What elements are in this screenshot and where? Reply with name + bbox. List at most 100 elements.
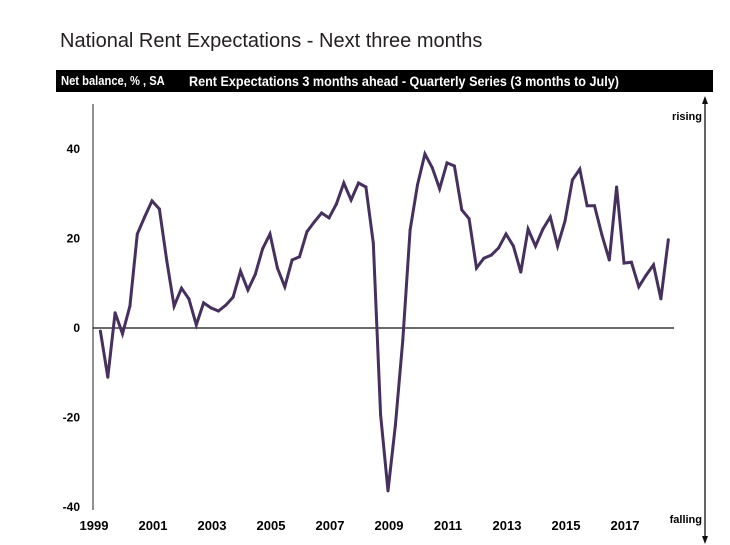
data-point — [239, 269, 242, 273]
data-point — [541, 227, 545, 231]
data-point — [563, 219, 567, 223]
data-point — [452, 164, 456, 168]
data-point — [342, 181, 346, 185]
data-point — [275, 266, 279, 270]
data-point — [600, 233, 604, 237]
data-point — [357, 181, 360, 185]
data-point — [165, 259, 169, 263]
data-point — [305, 230, 309, 234]
x-tick-label: 2017 — [611, 518, 640, 533]
data-point — [497, 246, 501, 250]
y-tick-label: 40 — [67, 142, 81, 156]
data-point — [511, 244, 515, 248]
data-point — [202, 301, 206, 305]
data-point — [150, 199, 154, 203]
falling-label: falling — [670, 514, 702, 526]
data-point — [320, 211, 324, 215]
chart-title: National Rent Expectations - Next three … — [60, 30, 483, 52]
chart-subtitle: Rent Expectations 3 months ahead - Quart… — [189, 73, 619, 89]
data-point — [460, 208, 464, 212]
data-point — [438, 187, 442, 191]
x-tick-label: 2013 — [493, 518, 522, 533]
data-point — [534, 244, 537, 248]
data-point — [423, 152, 427, 156]
data-point — [570, 178, 574, 182]
data-point — [298, 255, 301, 259]
data-point — [224, 303, 228, 307]
y-tick-label: -20 — [63, 411, 81, 425]
data-point — [194, 323, 198, 327]
data-point — [578, 167, 582, 171]
unit-label: Net balance, % , SA — [61, 73, 165, 88]
data-point — [386, 489, 390, 493]
data-point — [98, 329, 102, 333]
data-point — [526, 227, 530, 231]
series-line — [98, 149, 670, 492]
data-point — [143, 215, 147, 219]
data-point — [482, 256, 486, 260]
x-tick-label: 2015 — [552, 518, 581, 533]
x-tick-label: 2009 — [375, 518, 404, 533]
data-point — [312, 220, 316, 224]
data-point — [622, 261, 626, 265]
data-point — [261, 247, 265, 251]
data-point — [157, 207, 161, 211]
arrow-down-icon — [702, 536, 708, 544]
data-point — [615, 185, 619, 189]
data-point — [364, 185, 368, 189]
data-point — [172, 304, 176, 308]
data-point — [637, 285, 641, 289]
data-point — [379, 413, 383, 417]
arrow-up-icon — [702, 96, 708, 104]
data-point — [231, 295, 235, 299]
data-point — [519, 270, 523, 274]
data-point — [467, 217, 471, 221]
data-point — [121, 332, 124, 336]
data-point — [629, 260, 633, 264]
data-point — [607, 258, 611, 262]
y-tick-label: -40 — [63, 500, 81, 514]
data-point — [585, 204, 589, 208]
data-point — [416, 183, 419, 187]
data-point — [371, 241, 375, 245]
data-point — [128, 304, 132, 308]
data-point — [187, 297, 191, 301]
x-tick-label: 2007 — [316, 518, 345, 533]
y-tick-label: 20 — [67, 232, 81, 246]
data-point — [334, 202, 338, 206]
data-point — [268, 232, 272, 236]
data-point — [593, 204, 596, 208]
data-point — [180, 286, 183, 290]
data-point — [253, 272, 257, 276]
data-point — [327, 216, 331, 220]
data-point — [290, 258, 294, 262]
data-point — [644, 273, 648, 277]
data-point — [393, 423, 397, 427]
data-point — [659, 297, 663, 301]
data-point — [209, 306, 213, 310]
data-point — [666, 238, 670, 242]
data-point — [283, 285, 287, 289]
data-point — [113, 311, 117, 315]
rising-label: rising — [672, 111, 702, 123]
y-tick-label: 0 — [73, 321, 80, 335]
data-point — [504, 232, 508, 236]
data-point — [445, 161, 449, 165]
x-tick-label: 2011 — [434, 518, 462, 533]
data-point — [135, 232, 139, 236]
data-point — [489, 253, 493, 257]
data-point — [106, 375, 110, 379]
x-tick-label: 1999 — [80, 518, 109, 533]
data-point — [475, 266, 478, 270]
data-point — [430, 166, 434, 170]
data-point — [349, 198, 353, 202]
data-point — [652, 263, 655, 267]
x-tick-label: 2001 — [139, 518, 168, 533]
data-point — [408, 228, 412, 232]
data-point — [548, 215, 552, 219]
data-point — [556, 244, 560, 248]
data-point — [216, 309, 220, 313]
x-tick-label: 2003 — [198, 518, 227, 533]
data-point — [246, 288, 250, 292]
